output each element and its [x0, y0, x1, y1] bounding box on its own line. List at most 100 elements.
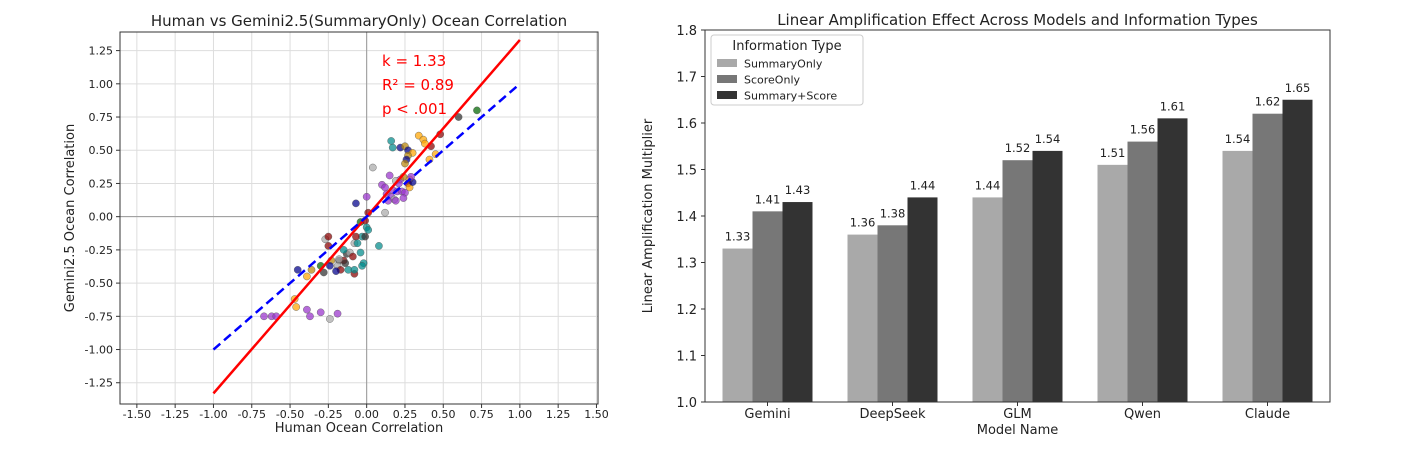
bar-value-label: 1.61 — [1160, 99, 1186, 113]
legend-box — [710, 34, 864, 106]
scatter-point — [381, 208, 389, 217]
legend: Information Type SummaryOnly ScoreOnly Summ… — [710, 34, 864, 106]
scatter-point — [335, 255, 343, 263]
x-tick-label: -1.00 — [199, 408, 227, 421]
scatter-point — [361, 232, 369, 241]
y-tick-label: 1.7 — [676, 71, 697, 86]
y-tick-label: -0.25 — [85, 244, 113, 257]
scatter-point — [385, 171, 394, 180]
y-tick-label: -1.00 — [85, 344, 113, 357]
x-tick-label: DeepSeek — [859, 407, 926, 422]
x-tick-label: Qwen — [1124, 407, 1161, 422]
scatter-point — [352, 232, 360, 241]
bar-summary-score — [907, 197, 938, 402]
scatter-point — [307, 266, 316, 274]
legend-label: Summary+Score — [744, 90, 837, 103]
scatter-point — [454, 113, 463, 121]
identity-line — [212, 82, 521, 351]
y-tick-label: -0.75 — [85, 310, 113, 323]
legend-title: Information Type — [732, 39, 841, 54]
y-tick-label: 0.75 — [89, 111, 114, 124]
scatter-point — [332, 267, 340, 275]
scatter-point — [339, 246, 348, 254]
scatter-point — [350, 266, 359, 274]
y-tick-label: 0.00 — [89, 211, 114, 224]
bar-frame — [704, 29, 1331, 403]
scatter-title: Human vs Gemini2.5(SummaryOnly) Ocean Co… — [151, 12, 567, 30]
stats-annotation: p < .001 — [382, 100, 447, 118]
y-tick-label: 1.6 — [676, 117, 697, 132]
x-tick-label: -0.25 — [314, 408, 342, 421]
x-tick-label: 0.75 — [469, 408, 494, 421]
scatter-point — [349, 252, 357, 261]
bar-value-label: 1.54 — [1225, 132, 1251, 146]
y-tick-label: -1.25 — [85, 377, 113, 390]
bar-value-label: 1.43 — [785, 183, 811, 197]
legend-label: SummaryOnly — [744, 58, 823, 71]
bar-value-label: 1.36 — [850, 216, 876, 230]
bar-summaryonly — [1097, 164, 1128, 402]
legend-swatch — [717, 59, 737, 67]
x-tick-label: -1.25 — [161, 408, 189, 421]
scatter-point — [375, 242, 383, 250]
x-tick-label: Gemini — [744, 407, 790, 422]
x-tick-label: 0.50 — [431, 408, 456, 421]
x-tick-label: 0.25 — [393, 408, 418, 421]
scatter-point — [341, 259, 350, 267]
y-tick-label: 1.4 — [676, 210, 697, 225]
bar-value-label: 1.41 — [755, 192, 781, 206]
scatter-x-label: Human Ocean Correlation — [275, 421, 443, 436]
x-tick-label: GLM — [1003, 407, 1032, 422]
scatter-point — [303, 305, 311, 314]
bar-value-label: 1.62 — [1255, 95, 1281, 109]
y-tick-label: 1.5 — [676, 164, 697, 179]
y-tick-label: 1.8 — [676, 24, 697, 39]
legend-swatch — [717, 75, 737, 83]
x-tick-label: 0.00 — [354, 408, 379, 421]
bar-summary-score — [782, 202, 813, 402]
scatter-point — [356, 248, 365, 257]
scatter-point — [324, 232, 333, 241]
y-tick-label: 1.0 — [676, 396, 697, 411]
stats-annotation: k = 1.33 — [382, 52, 446, 70]
x-tick-label: -1.50 — [123, 408, 151, 421]
scatter-point — [326, 262, 334, 270]
y-tick-label: 1.1 — [676, 350, 697, 365]
x-tick-label: 1.50 — [584, 408, 609, 421]
y-tick-label: 0.25 — [89, 177, 114, 190]
bar-scoreonly — [1002, 160, 1033, 402]
scatter-y-label: Gemini2.5 Ocean Correlation — [63, 124, 78, 312]
bar-summary-score — [1157, 118, 1188, 402]
y-tick-label: 1.2 — [676, 303, 697, 318]
bar-y-label: Linear Amplification Multiplier — [641, 118, 656, 313]
bar-value-label: 1.51 — [1100, 146, 1126, 160]
x-tick-label: Claude — [1245, 407, 1290, 422]
x-tick-label: 1.25 — [546, 408, 571, 421]
legend-swatch — [717, 91, 737, 99]
scatter-point — [368, 163, 377, 172]
bar-scoreonly — [1252, 113, 1283, 402]
bar-value-label: 1.33 — [725, 230, 751, 244]
scatter-point — [333, 309, 342, 318]
bar-value-label: 1.52 — [1005, 141, 1031, 155]
x-tick-label: -0.75 — [238, 408, 266, 421]
scatter-point — [352, 199, 360, 208]
scatter-point — [316, 308, 325, 317]
scatter-point — [391, 196, 400, 205]
scatter-point — [362, 192, 371, 201]
y-tick-label: -0.50 — [85, 277, 113, 290]
scatter-point — [306, 312, 314, 321]
bar-summary-score — [1282, 99, 1313, 402]
bar-summaryonly — [1222, 150, 1253, 402]
bar-summaryonly — [972, 197, 1003, 402]
scatter-point — [303, 272, 311, 281]
scatter-point — [292, 303, 300, 311]
bar-value-label: 1.65 — [1285, 81, 1311, 95]
scatter-point — [473, 106, 481, 115]
y-tick-label: 0.50 — [89, 144, 114, 157]
scatter-point — [293, 266, 302, 274]
legend-label: ScoreOnly — [744, 74, 800, 87]
scatter-point — [387, 137, 395, 145]
bar-scoreonly — [752, 211, 783, 402]
bar-title: Linear Amplification Effect Across Model… — [777, 11, 1258, 29]
